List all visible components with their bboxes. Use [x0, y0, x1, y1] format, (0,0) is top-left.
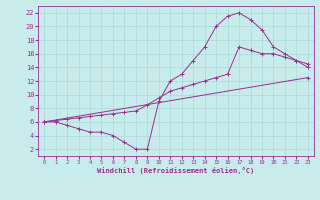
- X-axis label: Windchill (Refroidissement éolien,°C): Windchill (Refroidissement éolien,°C): [97, 167, 255, 174]
